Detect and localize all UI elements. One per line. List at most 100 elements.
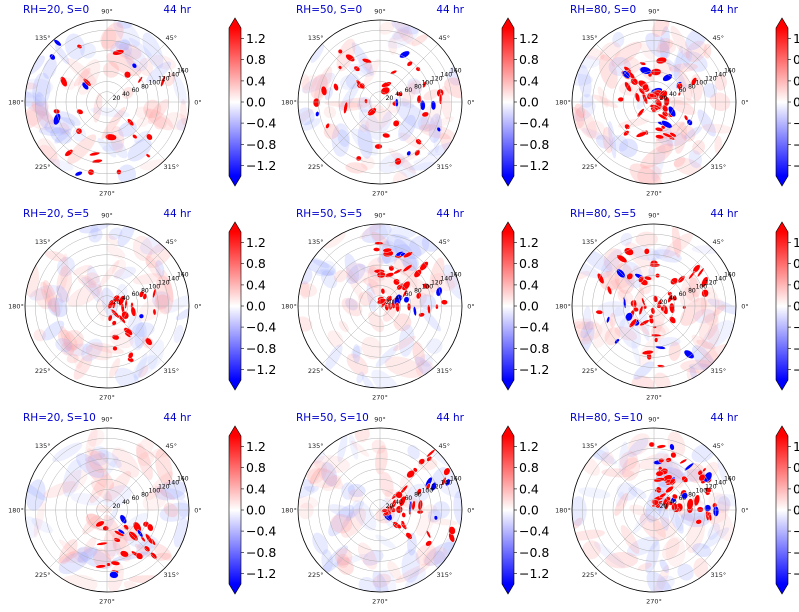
- texture-mark: [67, 283, 102, 307]
- polar-frame: [297, 223, 463, 389]
- texture-mark: [573, 101, 596, 122]
- theta-tick-label: 45°: [166, 34, 178, 42]
- theta-tick-label: 225°: [582, 163, 598, 171]
- angular-grid-line: [48, 451, 108, 511]
- radial-tick-label: 120: [431, 484, 443, 491]
- positive-blob: [704, 487, 712, 493]
- texture-mark: [658, 336, 681, 347]
- colorbar-tick-label: −1.2: [519, 362, 549, 377]
- colorbar-outline: [775, 425, 789, 595]
- radial-tick-label: 160: [450, 68, 462, 75]
- texture-mark: [378, 21, 395, 35]
- theta-tick-label: 135°: [582, 34, 598, 42]
- radial-tick-label: 100: [149, 79, 161, 86]
- colorbar-body: [502, 28, 514, 176]
- radial-tick-label: 100: [149, 487, 161, 494]
- radial-tick-label: 60: [405, 495, 413, 502]
- positive-blob: [413, 269, 422, 278]
- colorbar-tick-label: 0.0: [246, 299, 266, 314]
- texture-mark: [415, 543, 437, 566]
- theta-tick-label: 90°: [648, 8, 660, 16]
- positive-blob: [654, 337, 659, 343]
- positive-blob: [697, 267, 705, 278]
- texture-mark: [327, 330, 344, 348]
- radial-tick-label: 120: [158, 280, 170, 287]
- radial-tick-label: 80: [414, 491, 422, 498]
- theta-tick-label: 90°: [101, 8, 113, 16]
- texture-mark: [142, 489, 167, 511]
- positive-blob: [639, 61, 647, 66]
- texture-mark: [298, 282, 318, 298]
- colorbar-tick-label: 0.8: [519, 460, 539, 475]
- positive-blob: [325, 123, 330, 129]
- positive-blob: [130, 306, 137, 317]
- colorbar-tick-label: −0.4: [246, 116, 276, 131]
- texture-mark: [670, 99, 696, 115]
- texture-mark: [88, 450, 109, 473]
- texture-mark: [717, 495, 731, 512]
- positive-blob: [364, 98, 368, 104]
- colorbar-extend-min: [229, 584, 241, 594]
- texture-mark: [675, 511, 685, 531]
- positive-blob: [667, 294, 673, 303]
- positive-blob: [394, 157, 402, 166]
- angular-grid-line: [653, 43, 713, 103]
- theta-tick-label: 0°: [194, 99, 201, 107]
- radial-tick-label: 40: [669, 91, 677, 98]
- texture-mark: [57, 329, 78, 352]
- polar-frame: [571, 223, 737, 389]
- colorbar-body: [776, 232, 788, 380]
- texture-mark: [598, 54, 618, 89]
- texture-mark: [662, 537, 680, 561]
- texture-mark: [335, 548, 353, 566]
- theta-tick-label: 135°: [35, 34, 51, 42]
- theta-tick-label: 90°: [101, 416, 113, 424]
- texture-mark: [311, 257, 330, 269]
- polar-frame: [24, 223, 190, 389]
- texture-mark: [317, 467, 344, 490]
- negative-blob: [445, 478, 451, 487]
- texture-mark: [82, 515, 101, 535]
- positive-blob: [390, 70, 398, 75]
- positive-blob: [422, 80, 427, 88]
- texture-mark: [58, 539, 87, 565]
- texture-mark: [50, 127, 73, 144]
- texture-mark: [134, 353, 148, 381]
- positive-blob: [106, 562, 111, 567]
- texture-mark: [626, 536, 660, 557]
- texture-mark: [647, 246, 671, 262]
- colorbar-tick-label: 0.8: [793, 52, 799, 67]
- texture-mark: [163, 295, 189, 314]
- positive-blob: [152, 308, 157, 316]
- panel-time-label: 44 hr: [710, 4, 738, 16]
- texture-mark: [75, 453, 105, 479]
- texture-mark: [660, 459, 684, 489]
- texture-mark: [639, 513, 666, 541]
- negative-blob: [49, 53, 56, 61]
- positive-blob: [380, 288, 386, 295]
- radial-tick-label: 60: [679, 87, 687, 94]
- angular-grid-line: [379, 509, 439, 569]
- radial-tick-label: 100: [149, 283, 161, 290]
- texture-mark: [336, 553, 350, 568]
- positive-blob: [105, 133, 117, 141]
- colorbar-tick-label: 0.4: [793, 73, 799, 88]
- radial-tick-label: 140: [715, 480, 727, 487]
- texture-mark: [426, 338, 443, 354]
- texture-mark: [81, 276, 101, 297]
- texture-mark: [678, 70, 693, 101]
- theta-tick-label: 270°: [646, 598, 662, 606]
- texture-mark: [684, 126, 703, 139]
- texture-mark: [323, 230, 346, 249]
- colorbar-outline: [501, 425, 515, 595]
- texture-mark: [137, 294, 170, 322]
- angular-grid-line: [379, 247, 439, 307]
- theta-tick-label: 90°: [374, 8, 386, 16]
- radial-tick-label: 120: [705, 76, 717, 83]
- texture-mark: [81, 338, 103, 362]
- theta-tick-label: 45°: [713, 34, 725, 42]
- texture-mark: [331, 553, 369, 567]
- heatmap-field: [298, 428, 462, 592]
- theta-tick-label: 0°: [741, 507, 748, 515]
- texture-mark: [399, 132, 426, 150]
